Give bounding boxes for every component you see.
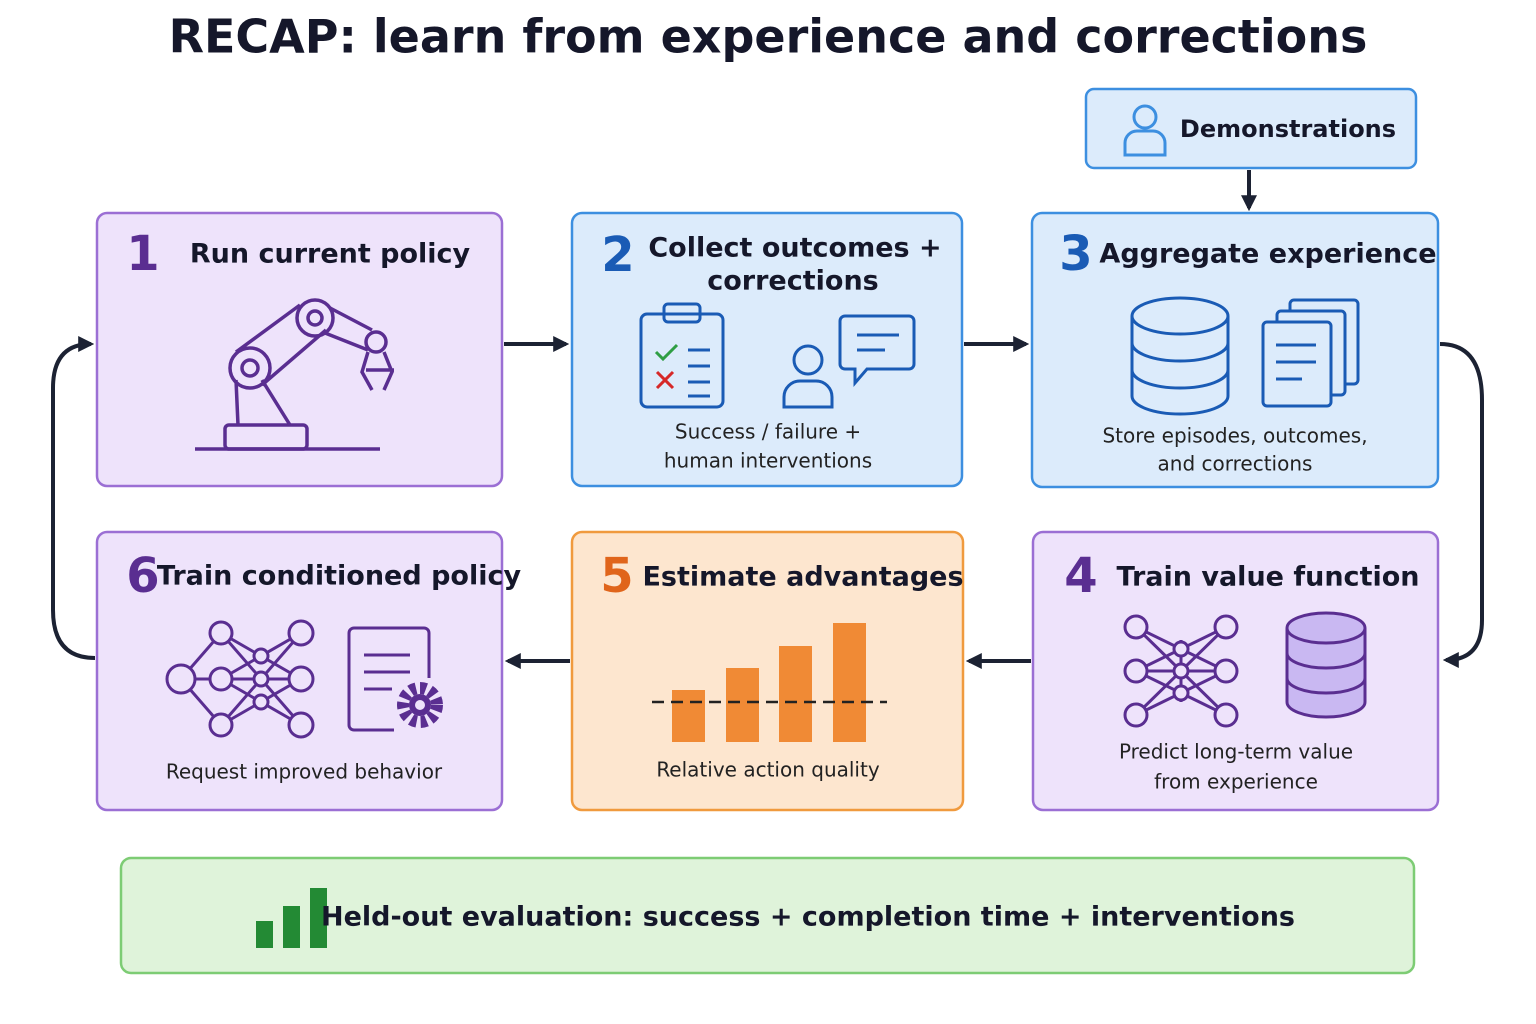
step-caption: from experience xyxy=(1154,770,1318,794)
step-box xyxy=(570,211,964,488)
person-icon xyxy=(1123,104,1167,157)
demonstrations-label: Demonstrations xyxy=(1180,115,1396,143)
robot-arm-icon xyxy=(195,298,394,451)
step-caption: Success / failure + xyxy=(675,420,861,444)
step-number: 4 xyxy=(1064,548,1097,604)
step-caption: Relative action quality xyxy=(656,758,880,782)
step-caption: Predict long-term value xyxy=(1119,740,1353,764)
chart-icon xyxy=(256,888,327,948)
network-icon xyxy=(165,619,315,739)
flow-arrows xyxy=(51,170,1484,669)
bars-icon xyxy=(652,623,887,742)
step-caption: Request improved behavior xyxy=(166,760,443,784)
network-icon xyxy=(1123,614,1239,728)
document-gear-icon xyxy=(347,626,443,732)
checklist-icon xyxy=(639,302,725,409)
step-caption: and corrections xyxy=(1158,452,1313,476)
step-box xyxy=(1030,211,1440,489)
person-chat-icon xyxy=(782,314,916,409)
step-number: 3 xyxy=(1059,226,1092,282)
demonstrations-box xyxy=(1084,87,1418,170)
step-title: Aggregate experience xyxy=(1099,239,1436,270)
step-title: corrections xyxy=(707,266,879,297)
step-title: Train value function xyxy=(1117,562,1420,593)
documents-icon xyxy=(1261,298,1360,408)
database-icon xyxy=(1285,611,1367,719)
step-number: 6 xyxy=(126,548,159,604)
step-title: Collect outcomes + xyxy=(648,233,941,264)
step-title: Estimate advantages xyxy=(642,562,963,593)
step-number: 5 xyxy=(600,548,633,604)
step-number: 2 xyxy=(601,227,634,283)
step-caption: Store episodes, outcomes, xyxy=(1102,424,1367,448)
evaluation-label: Held-out evaluation: success + completio… xyxy=(321,902,1295,933)
evaluation-box xyxy=(119,856,1416,975)
step-number: 1 xyxy=(126,226,159,282)
step-title: Train conditioned policy xyxy=(157,561,522,592)
page-title: RECAP: learn from experience and correct… xyxy=(169,10,1368,64)
step-caption: human interventions xyxy=(664,449,872,473)
step-title: Run current policy xyxy=(190,239,471,270)
step-box xyxy=(95,211,504,488)
database-icon xyxy=(1130,296,1230,416)
